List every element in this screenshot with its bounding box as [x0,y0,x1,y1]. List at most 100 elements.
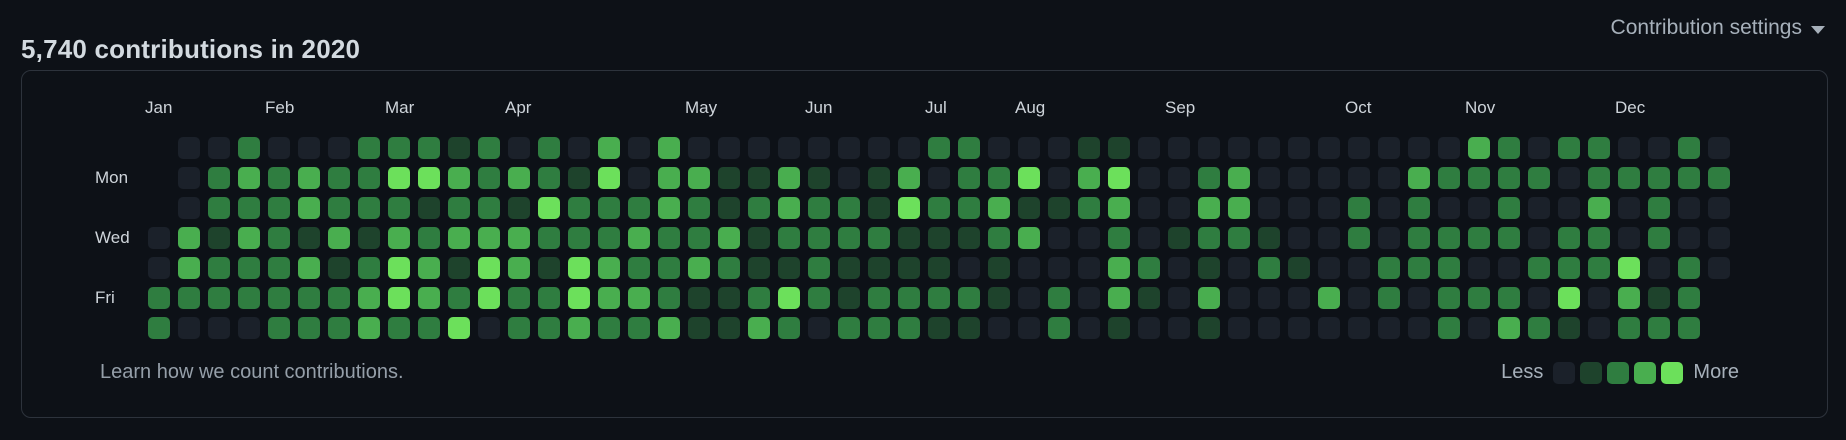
contribution-cell[interactable] [1708,167,1730,189]
contribution-cell[interactable] [838,257,860,279]
contribution-cell[interactable] [928,287,950,309]
contribution-cell[interactable] [1588,137,1610,159]
contribution-cell[interactable] [658,137,680,159]
contribution-cell[interactable] [1468,137,1490,159]
contribution-cell[interactable] [1288,227,1310,249]
contribution-cell[interactable] [1258,197,1280,219]
contribution-cell[interactable] [508,197,530,219]
contribution-cell[interactable] [598,137,620,159]
contribution-cell[interactable] [718,227,740,249]
contribution-cell[interactable] [358,227,380,249]
contribution-cell[interactable] [1288,257,1310,279]
contribution-cell[interactable] [628,167,650,189]
contribution-cell[interactable] [1048,317,1070,339]
contribution-cell[interactable] [1168,197,1190,219]
contribution-cell[interactable] [1108,287,1130,309]
contribution-cell[interactable] [1228,287,1250,309]
contribution-cell[interactable] [748,257,770,279]
contribution-cell[interactable] [1378,317,1400,339]
contribution-cell[interactable] [508,167,530,189]
contribution-cell[interactable] [508,317,530,339]
contribution-cell[interactable] [358,317,380,339]
contribution-cell[interactable] [178,317,200,339]
contribution-cell[interactable] [1108,137,1130,159]
contribution-cell[interactable] [688,197,710,219]
contribution-cell[interactable] [1348,287,1370,309]
contribution-cell[interactable] [208,197,230,219]
contribution-cell[interactable] [388,167,410,189]
contribution-cell[interactable] [1618,137,1640,159]
contribution-cell[interactable] [1558,227,1580,249]
contribution-cell[interactable] [178,287,200,309]
contribution-cell[interactable] [1108,317,1130,339]
contribution-cell[interactable] [1408,317,1430,339]
contribution-cell[interactable] [1588,287,1610,309]
contribution-cell[interactable] [298,257,320,279]
contribution-cell[interactable] [598,317,620,339]
contribution-cell[interactable] [658,287,680,309]
contribution-cell[interactable] [598,197,620,219]
contribution-cell[interactable] [298,167,320,189]
contribution-cell[interactable] [1078,197,1100,219]
contribution-cell[interactable] [1438,257,1460,279]
contribution-cell[interactable] [1678,257,1700,279]
contribution-cell[interactable] [808,287,830,309]
contribution-cell[interactable] [1018,137,1040,159]
contribution-cell[interactable] [1258,167,1280,189]
contribution-cell[interactable] [928,197,950,219]
contribution-cell[interactable] [1168,317,1190,339]
contribution-cell[interactable] [778,257,800,279]
contribution-cell[interactable] [1468,167,1490,189]
contribution-cell[interactable] [1528,257,1550,279]
contribution-cell[interactable] [1378,197,1400,219]
contribution-cell[interactable] [1528,167,1550,189]
contribution-cell[interactable] [1168,137,1190,159]
contribution-cell[interactable] [1378,257,1400,279]
contribution-cell[interactable] [1528,137,1550,159]
contribution-cell[interactable] [688,287,710,309]
contribution-cell[interactable] [628,227,650,249]
contribution-cell[interactable] [748,317,770,339]
contribution-cell[interactable] [538,317,560,339]
contribution-cell[interactable] [1078,227,1100,249]
contribution-cell[interactable] [508,227,530,249]
contribution-cell[interactable] [1228,227,1250,249]
contribution-cell[interactable] [658,197,680,219]
contribution-cell[interactable] [508,257,530,279]
contribution-cell[interactable] [478,227,500,249]
contribution-cell[interactable] [388,257,410,279]
contribution-cell[interactable] [358,167,380,189]
contribution-cell[interactable] [1288,317,1310,339]
contribution-cell[interactable] [1078,137,1100,159]
contribution-cell[interactable] [958,317,980,339]
contribution-cell[interactable] [988,317,1010,339]
contribution-cell[interactable] [388,317,410,339]
contribution-cell[interactable] [838,197,860,219]
contribution-cell[interactable] [238,167,260,189]
contribution-cell[interactable] [448,287,470,309]
contribution-cell[interactable] [1198,287,1220,309]
contribution-cell[interactable] [538,287,560,309]
contribution-cell[interactable] [1198,137,1220,159]
contribution-settings-button[interactable]: Contribution settings [1611,16,1825,40]
contribution-cell[interactable] [1498,197,1520,219]
contribution-cell[interactable] [718,257,740,279]
contribution-cell[interactable] [958,257,980,279]
contribution-cell[interactable] [1498,227,1520,249]
contribution-cell[interactable] [988,287,1010,309]
contribution-cell[interactable] [1708,227,1730,249]
contribution-cell[interactable] [268,137,290,159]
contribution-cell[interactable] [358,197,380,219]
contribution-cell[interactable] [1408,287,1430,309]
contribution-cell[interactable] [418,257,440,279]
contribution-cell[interactable] [568,167,590,189]
contribution-cell[interactable] [1588,197,1610,219]
contribution-cell[interactable] [1378,227,1400,249]
contribution-cell[interactable] [1288,167,1310,189]
contribution-cell[interactable] [1558,317,1580,339]
contribution-cell[interactable] [1468,317,1490,339]
contribution-cell[interactable] [1618,257,1640,279]
contribution-cell[interactable] [718,287,740,309]
contribution-cell[interactable] [1348,317,1370,339]
contribution-cell[interactable] [628,287,650,309]
